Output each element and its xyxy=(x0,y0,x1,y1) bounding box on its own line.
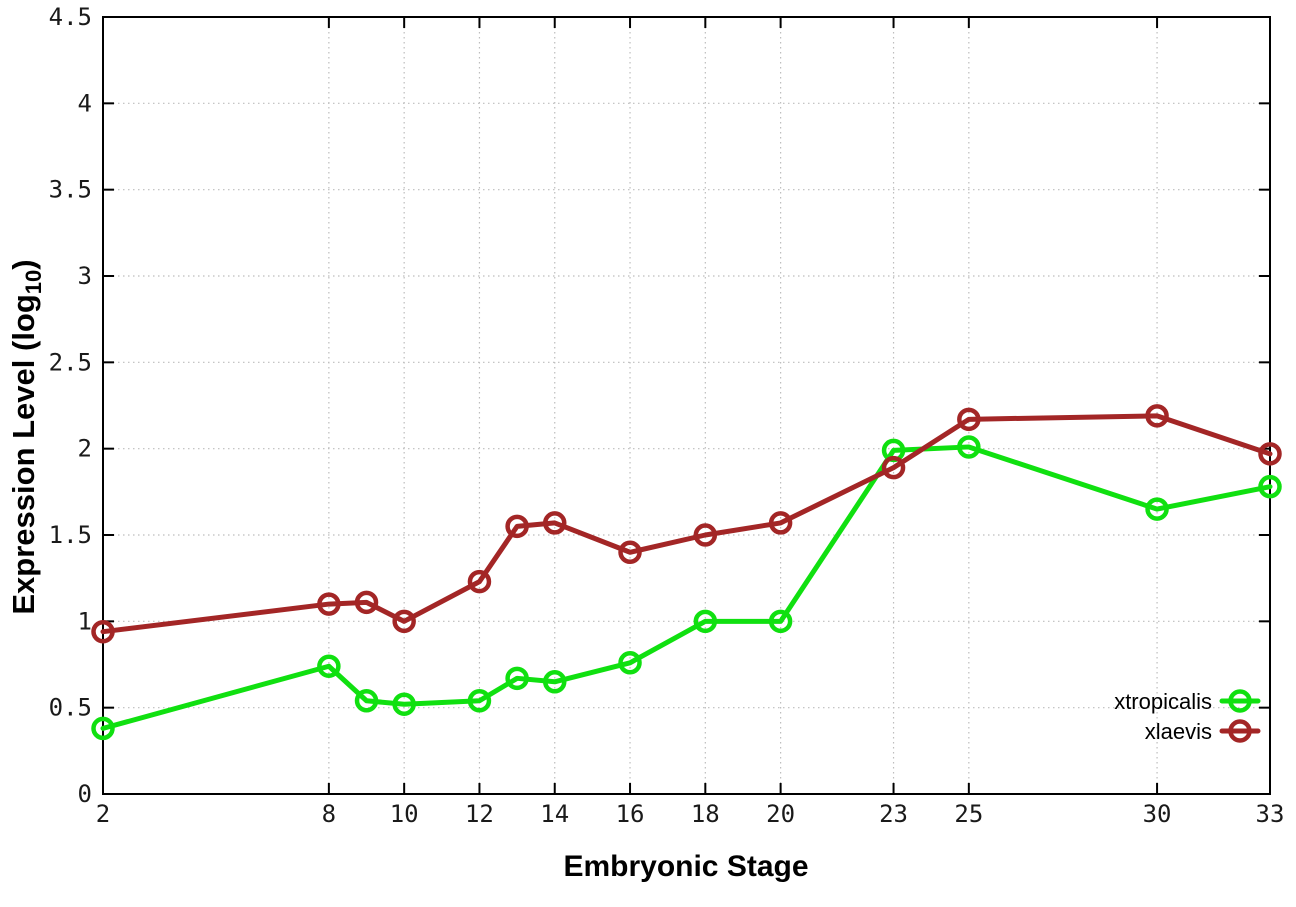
x-tick-label: 2 xyxy=(96,800,110,828)
series-xtropicalis-marker xyxy=(768,609,793,634)
legend: xtropicalis xlaevis xyxy=(1114,689,1261,744)
series-xlaevis-marker xyxy=(392,609,416,634)
x-tick-label: 30 xyxy=(1143,800,1172,828)
series-xtropicalis-marker xyxy=(392,692,416,716)
series-xlaevis-marker xyxy=(881,455,906,480)
y-tick-label: 3 xyxy=(78,262,92,290)
series-xlaevis-marker xyxy=(354,590,379,615)
series-xlaevis-marker xyxy=(317,592,341,616)
tick-labels: 2 8 10 12 14 16 18 20 23 25 30 33 0 0.5 1 1.5 2 2.5 3 3.5 4 4… xyxy=(49,3,1285,828)
x-tick-label: 23 xyxy=(879,800,908,828)
x-tick-label: 25 xyxy=(954,800,983,828)
series-xlaevis-marker xyxy=(467,569,492,594)
x-tick-label: 14 xyxy=(540,800,569,828)
series-xtropicalis-line xyxy=(100,444,1273,731)
y-tick-label: 1.5 xyxy=(49,521,92,549)
series-xtropicalis-marker xyxy=(957,435,981,459)
legend-samples xyxy=(1219,689,1261,743)
series-xlaevis-marker xyxy=(91,619,115,644)
series-xtropicalis-marker xyxy=(317,654,341,678)
y-tick-label: 0 xyxy=(78,780,92,808)
series-xtropicalis-marker xyxy=(542,670,567,694)
y-axis-title-close: ) xyxy=(6,259,41,269)
y-tick-label: 1 xyxy=(78,607,92,635)
axis-ticks xyxy=(102,16,1271,795)
y-tick-label: 2.5 xyxy=(49,348,92,376)
y-axis-title-subscript: 10 xyxy=(21,270,46,294)
y-axis-title-main: Expression Level (log xyxy=(6,294,41,614)
legend-sample-marker-xtropicalis xyxy=(1228,689,1252,713)
x-tick-label: 16 xyxy=(616,800,645,828)
series-xtropicalis-marker xyxy=(354,689,379,713)
series-xlaevis-marker xyxy=(768,511,793,535)
y-tick-label: 4.5 xyxy=(49,3,92,31)
plot-border xyxy=(102,16,1271,795)
legend-label-xtropicalis: xtropicalis xyxy=(1114,689,1212,714)
series-xlaevis-marker xyxy=(542,511,567,535)
data-series xyxy=(91,404,1282,741)
series-xtropicalis-marker xyxy=(505,666,529,691)
series-xtropicalis-marker xyxy=(693,609,718,634)
series-xlaevis-marker xyxy=(1145,404,1169,428)
x-tick-label: 33 xyxy=(1256,800,1285,828)
series-xlaevis-marker xyxy=(693,523,718,547)
series-xlaevis-line xyxy=(100,413,1273,635)
y-tick-label: 4 xyxy=(78,89,92,117)
series-xtropicalis-marker xyxy=(1145,497,1169,521)
series-xtropicalis-marker xyxy=(467,689,492,713)
series-xtropicalis-marker xyxy=(91,716,115,741)
x-tick-label: 8 xyxy=(322,800,336,828)
x-tick-label: 10 xyxy=(390,800,419,828)
gridlines xyxy=(102,16,1271,795)
y-axis-title: Expression Level (log10) xyxy=(6,259,46,614)
series-xlaevis-marker xyxy=(618,540,642,565)
y-tick-label: 3.5 xyxy=(49,176,92,204)
series-xtropicalis-marker xyxy=(618,651,642,675)
series-xlaevis-marker xyxy=(957,407,981,432)
legend-sample-marker-xlaevis xyxy=(1228,719,1252,743)
y-tick-label: 2 xyxy=(78,435,92,463)
x-tick-label: 20 xyxy=(766,800,795,828)
series-xlaevis-marker xyxy=(505,514,529,539)
x-axis-title: Embryonic Stage xyxy=(563,850,808,883)
series-xlaevis-marker xyxy=(1258,442,1282,466)
y-tick-label: 0.5 xyxy=(49,694,92,722)
legend-label-xlaevis: xlaevis xyxy=(1145,719,1212,744)
x-tick-label: 12 xyxy=(465,800,494,828)
series-xtropicalis-marker xyxy=(1258,474,1282,499)
x-tick-label: 18 xyxy=(691,800,720,828)
